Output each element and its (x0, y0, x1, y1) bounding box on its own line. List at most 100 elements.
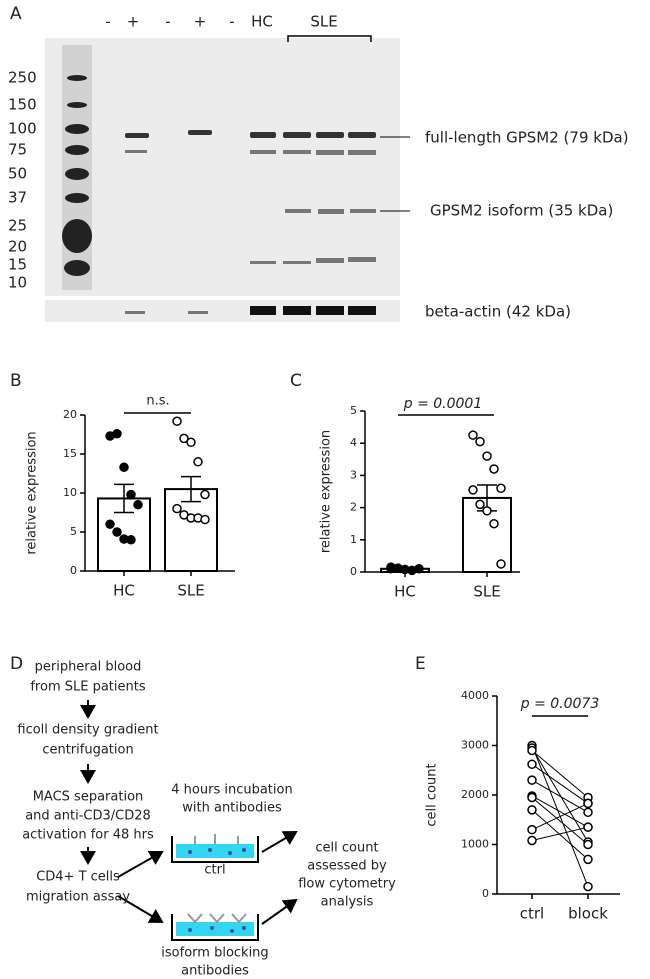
data-point (527, 759, 537, 770)
error-bar (181, 475, 201, 503)
diagram-text: assessed by (307, 859, 387, 874)
data-point (200, 489, 210, 500)
data-point (496, 559, 506, 569)
diagram-text: ctrl (204, 863, 225, 878)
annotation: n.s. (146, 394, 169, 409)
chart: 0 5 10 15 20 HC SLE relative expression n.s. (25, 394, 235, 600)
diagram-text: activation for 48 hrs (22, 828, 154, 843)
chart: 0 1 2 3 4 5 HC SLE relative expression p = 0.0001 (319, 396, 520, 601)
data-point (133, 499, 143, 510)
x-tick-label: ctrl (520, 905, 544, 923)
data-point (414, 564, 424, 574)
y-tick-label: 5 (70, 525, 77, 538)
y-tick-label: 20 (63, 408, 77, 421)
pair-line (531, 763, 589, 804)
data-point (126, 535, 136, 545)
diagram-text: isoform blocking (161, 946, 268, 961)
data-point (496, 483, 506, 494)
diagram-text: from SLE patients (30, 680, 145, 695)
y-tick-label: 3000 (461, 739, 489, 752)
marker-label: 37 (8, 189, 27, 207)
data-point (386, 562, 396, 572)
band-label: full-length GPSM2 (79 kDa) (425, 129, 629, 147)
data-point (172, 503, 182, 514)
panel-label: D (10, 654, 23, 674)
data-point (583, 807, 593, 818)
diagram-text: ficoll density gradient (17, 723, 158, 738)
data-point (482, 451, 492, 461)
panel-label: B (10, 371, 22, 391)
data-point (172, 416, 182, 426)
band-label: GPSM2 isoform (35 kDa) (430, 202, 613, 220)
marker-label: 150 (8, 96, 37, 114)
marker-label: 15 (8, 256, 27, 274)
marker-label: 250 (8, 69, 37, 87)
blot-image (45, 35, 410, 322)
x-tick-label: HC (113, 582, 135, 600)
pair-line (531, 826, 589, 842)
data-point (126, 489, 136, 500)
panel-label: A (10, 4, 22, 24)
data-point (112, 527, 122, 537)
data-point (179, 433, 189, 444)
data-point (489, 518, 499, 529)
y-tick-label: 4000 (461, 689, 489, 702)
diagram-text: peripheral blood (35, 660, 142, 675)
y-tick-label: 1000 (461, 838, 489, 851)
data-point (583, 839, 593, 850)
diagram-text: migration assay (26, 890, 130, 905)
y-tick-label: 1 (350, 533, 357, 546)
y-tick-label: 2000 (461, 788, 489, 801)
x-tick-label: block (568, 905, 608, 923)
data-point (527, 835, 537, 846)
data-point (527, 805, 537, 815)
diagram-text: flow cytometry (298, 877, 396, 892)
data-point (527, 792, 537, 803)
marker-label: 100 (8, 120, 37, 138)
diagram-text: and anti-CD3/CD28 (25, 809, 151, 824)
lane-label: - (165, 13, 170, 31)
pair-line (531, 795, 589, 828)
dish-icons (171, 834, 259, 941)
diagram-text: antibodies (181, 964, 249, 979)
y-axis-label: relative expression (25, 431, 40, 554)
diagram-arrows (80, 700, 298, 925)
y-tick-label: 3 (350, 468, 357, 481)
pair-line (531, 797, 589, 845)
data-point (489, 464, 499, 474)
lane-label: + (194, 13, 207, 31)
data-point (482, 506, 492, 516)
pair-line (531, 809, 589, 860)
diagram-text: analysis (321, 895, 374, 910)
x-tick-label: SLE (177, 582, 204, 600)
y-tick-label: 0 (350, 565, 357, 578)
data-point (193, 457, 203, 467)
marker-label: 20 (8, 238, 27, 256)
lane-label: - (229, 13, 234, 31)
diagram-text: MACS separation (33, 790, 144, 805)
marker-label: 10 (8, 274, 27, 292)
annotation: p = 0.0073 (520, 696, 600, 712)
y-tick-label: 5 (350, 404, 357, 417)
data-point (475, 436, 485, 447)
marker-label: 25 (8, 217, 27, 235)
y-tick-label: 10 (63, 486, 77, 499)
marker-label: 50 (8, 165, 27, 183)
y-axis-label: relative expression (319, 430, 334, 553)
data-point (583, 881, 593, 892)
x-tick-label: SLE (473, 583, 500, 601)
diagram-text: with antibodies (182, 801, 282, 816)
pair-line (531, 802, 589, 831)
annotation: p = 0.0001 (403, 396, 483, 412)
data-point (583, 854, 593, 865)
data-point (105, 519, 115, 529)
pair-line (531, 747, 589, 843)
data-point (186, 437, 196, 448)
y-tick-label: 2 (350, 501, 357, 514)
diagram-text: cell count (315, 841, 378, 856)
error-bar (114, 483, 134, 514)
panel-label: E (415, 654, 426, 674)
lane-label: SLE (310, 13, 337, 31)
y-tick-label: 0 (482, 887, 489, 900)
